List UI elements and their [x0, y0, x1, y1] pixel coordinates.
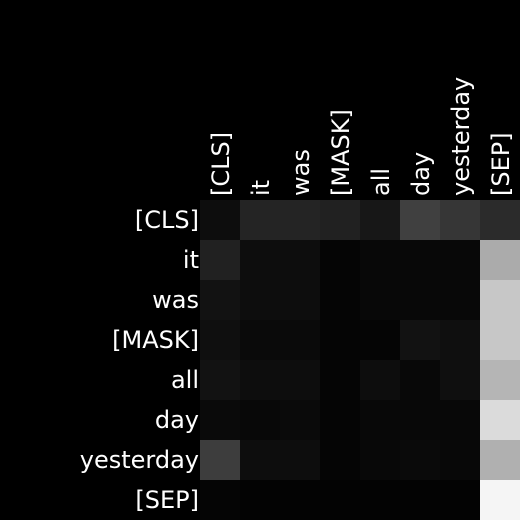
heatmap-cell-r3-c2 [280, 320, 320, 360]
heatmap-cell-r3-c1 [240, 320, 280, 360]
heatmap-cell-r7-c3 [320, 480, 360, 520]
heatmap-cell-r1-c6 [440, 240, 480, 280]
heatmap-cell-r1-c0 [200, 240, 240, 280]
heatmap-cell-r1-c4 [360, 240, 400, 280]
x-tick-label-1: it [247, 180, 275, 196]
heatmap-cell-r0-c4 [360, 200, 400, 240]
y-tick-label-2: was [152, 286, 199, 314]
heatmap-cell-r6-c0 [200, 440, 240, 480]
heatmap-cells [200, 200, 520, 520]
heatmap-cell-r2-c2 [280, 280, 320, 320]
heatmap-cell-r7-c2 [280, 480, 320, 520]
heatmap-cell-r6-c7 [480, 440, 520, 480]
heatmap-cell-r7-c5 [400, 480, 440, 520]
heatmap-cell-r2-c7 [480, 280, 520, 320]
heatmap-cell-r6-c1 [240, 440, 280, 480]
y-tick-label-6: yesterday [80, 446, 199, 474]
heatmap-cell-r5-c5 [400, 400, 440, 440]
heatmap-cell-r0-c2 [280, 200, 320, 240]
heatmap-cell-r4-c0 [200, 360, 240, 400]
heatmap-cell-r5-c6 [440, 400, 480, 440]
heatmap-cell-r5-c4 [360, 400, 400, 440]
heatmap-cell-r7-c7 [480, 480, 520, 520]
heatmap-cell-r4-c6 [440, 360, 480, 400]
y-tick-label-5: day [155, 406, 199, 434]
y-tick-label-1: it [183, 246, 199, 274]
heatmap-cell-r0-c5 [400, 200, 440, 240]
heatmap-cell-r0-c3 [320, 200, 360, 240]
heatmap-cell-r3-c3 [320, 320, 360, 360]
heatmap-cell-r3-c7 [480, 320, 520, 360]
heatmap-cell-r1-c5 [400, 240, 440, 280]
heatmap-cell-r1-c1 [240, 240, 280, 280]
heatmap-cell-r4-c2 [280, 360, 320, 400]
y-tick-label-3: [MASK] [112, 326, 199, 354]
heatmap-cell-r6-c6 [440, 440, 480, 480]
heatmap-cell-r2-c6 [440, 280, 480, 320]
heatmap-cell-r1-c2 [280, 240, 320, 280]
heatmap-cell-r7-c6 [440, 480, 480, 520]
heatmap-cell-r5-c7 [480, 400, 520, 440]
x-tick-label-4: all [367, 168, 395, 196]
heatmap-cell-r7-c1 [240, 480, 280, 520]
heatmap-cell-r2-c3 [320, 280, 360, 320]
heatmap-cell-r7-c4 [360, 480, 400, 520]
x-tick-label-6: yesterday [447, 77, 475, 196]
heatmap-cell-r2-c5 [400, 280, 440, 320]
heatmap-cell-r7-c0 [200, 480, 240, 520]
x-tick-label-0: [CLS] [207, 132, 235, 196]
x-axis-labels: [CLS] it was [MASK] all day yesterday [SEP] [207, 77, 515, 196]
heatmap-cell-r2-c0 [200, 280, 240, 320]
y-tick-label-7: [SEP] [135, 486, 199, 514]
heatmap-cell-r1-c7 [480, 240, 520, 280]
heatmap-cell-r5-c0 [200, 400, 240, 440]
y-tick-label-4: all [171, 366, 199, 394]
heatmap-cell-r3-c0 [200, 320, 240, 360]
heatmap-cell-r6-c4 [360, 440, 400, 480]
heatmap-cell-r0-c1 [240, 200, 280, 240]
heatmap-cell-r1-c3 [320, 240, 360, 280]
heatmap-cell-r6-c2 [280, 440, 320, 480]
heatmap-cell-r5-c3 [320, 400, 360, 440]
heatmap-cell-r0-c7 [480, 200, 520, 240]
x-tick-label-7: [SEP] [487, 132, 515, 196]
heatmap-cell-r3-c5 [400, 320, 440, 360]
heatmap-cell-r4-c4 [360, 360, 400, 400]
x-tick-label-3: [MASK] [327, 109, 355, 196]
heatmap-cell-r0-c6 [440, 200, 480, 240]
heatmap-cell-r3-c4 [360, 320, 400, 360]
heatmap-cell-r2-c1 [240, 280, 280, 320]
y-axis-labels: [CLS] it was [MASK] all day yesterday [SEP] [80, 206, 199, 514]
heatmap-cell-r4-c7 [480, 360, 520, 400]
heatmap-cell-r4-c1 [240, 360, 280, 400]
heatmap-cell-r0-c0 [200, 200, 240, 240]
heatmap-cell-r6-c3 [320, 440, 360, 480]
x-tick-label-2: was [287, 149, 315, 196]
heatmap-cell-r5-c1 [240, 400, 280, 440]
heatmap-cell-r6-c5 [400, 440, 440, 480]
heatmap-cell-r4-c3 [320, 360, 360, 400]
heatmap-cell-r4-c5 [400, 360, 440, 400]
heatmap-cell-r2-c4 [360, 280, 400, 320]
y-tick-label-0: [CLS] [135, 206, 199, 234]
heatmap-cell-r5-c2 [280, 400, 320, 440]
heatmap-cell-r3-c6 [440, 320, 480, 360]
x-tick-label-5: day [407, 152, 435, 196]
